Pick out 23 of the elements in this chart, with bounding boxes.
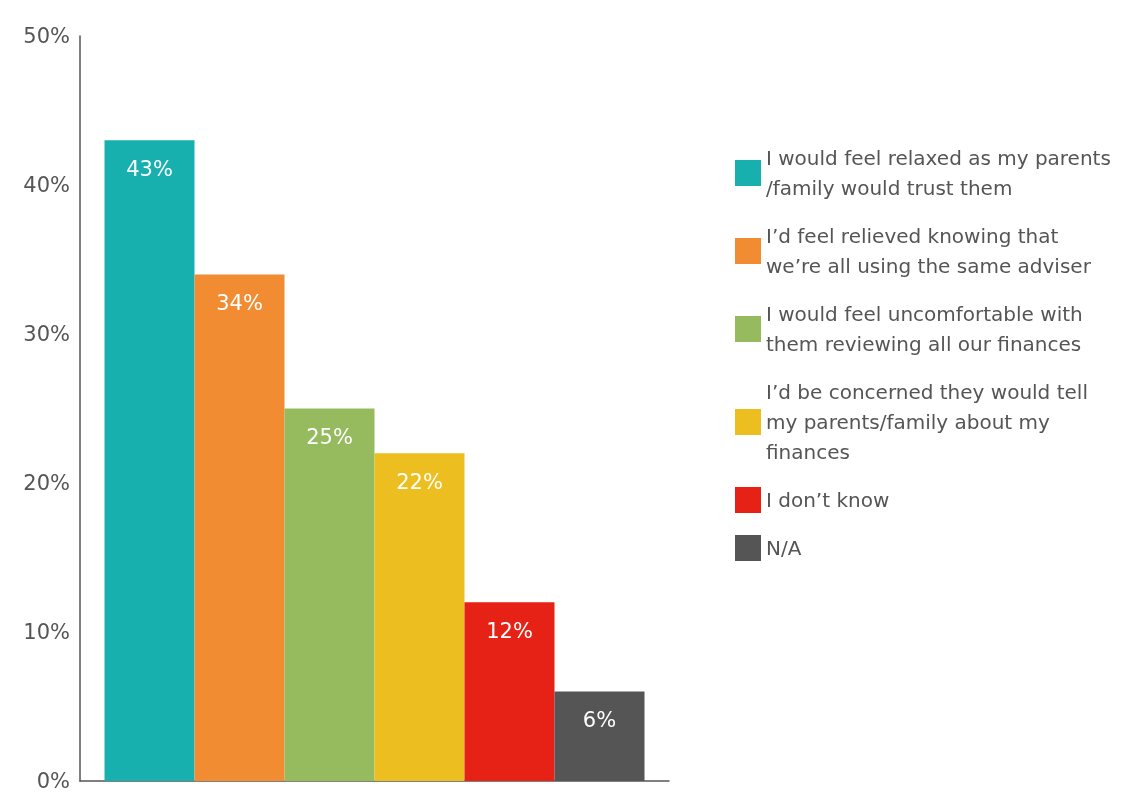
legend-label: N/A xyxy=(766,536,802,560)
bar xyxy=(104,140,195,781)
bar xyxy=(464,602,555,781)
y-tick-label: 20% xyxy=(23,471,70,495)
legend-label: I’d be concerned they would tell my parents/family about my finances xyxy=(766,380,1095,464)
data-label: 43% xyxy=(126,156,173,181)
data-label: 22% xyxy=(396,469,443,494)
y-tick-label: 10% xyxy=(23,620,70,644)
legend-label: I’d feel relieved knowing that we’re all using the same adviser xyxy=(766,224,1092,278)
y-tick-label: 40% xyxy=(23,173,70,197)
legend-label: I would feel relaxed as my parents/family would trust them xyxy=(766,146,1111,200)
y-tick-label: 0% xyxy=(36,769,70,793)
legend-label: I don’t know xyxy=(766,488,890,512)
data-label: 6% xyxy=(582,708,617,733)
bar xyxy=(374,453,465,781)
data-label: 12% xyxy=(486,618,533,643)
y-tick-label: 30% xyxy=(23,322,70,346)
bar xyxy=(284,408,375,781)
y-tick-label: 50% xyxy=(23,24,70,48)
data-label: 25% xyxy=(306,425,353,449)
bar xyxy=(194,274,285,781)
legend-label: I would feel uncomfortable with them reviewing all our finances xyxy=(766,302,1090,356)
data-label: 34% xyxy=(216,290,263,315)
